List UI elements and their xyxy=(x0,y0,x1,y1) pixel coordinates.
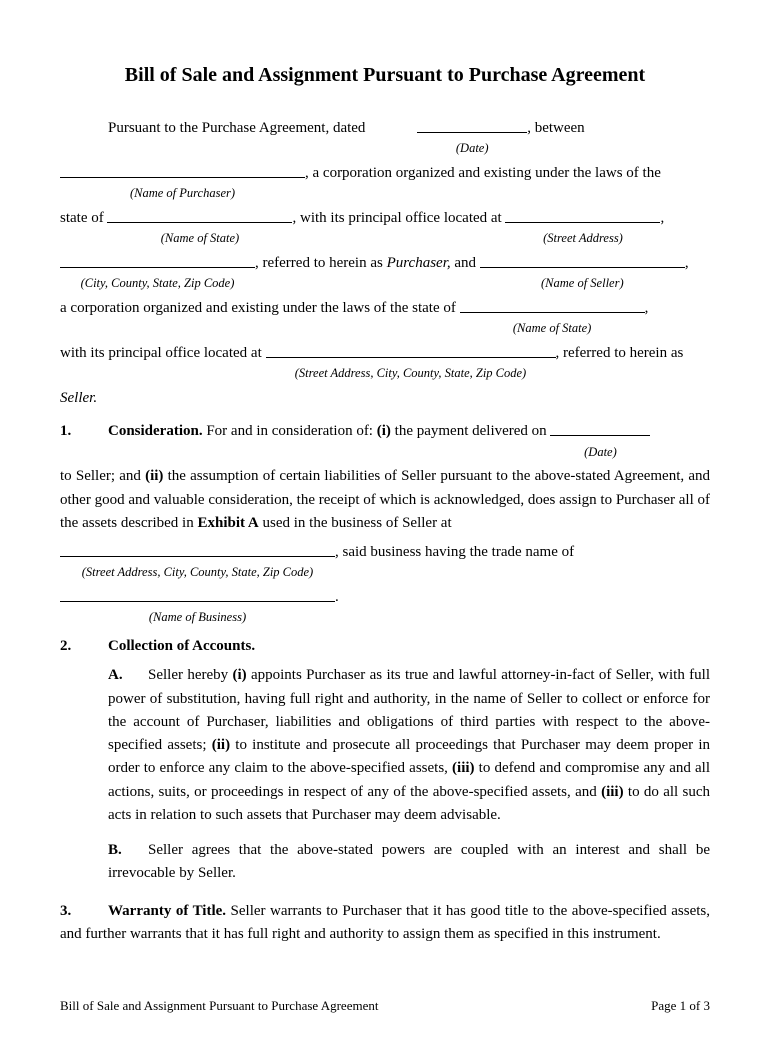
document-page: Bill of Sale and Assignment Pursuant to … xyxy=(0,0,770,1046)
blank-date[interactable]: (Date) xyxy=(369,117,527,156)
section-2-a: A.Seller hereby (i) appoints Purchaser a… xyxy=(108,664,710,827)
intro-line-1: Pursuant to the Purchase Agreement, date… xyxy=(60,117,710,156)
section-number: 2. xyxy=(60,635,108,658)
text: the payment delivered on xyxy=(391,423,551,439)
text: Seller hereby (i) appoints Purchaser as … xyxy=(108,667,710,823)
section-2: 2.Collection of Accounts. xyxy=(60,635,710,658)
blank-street[interactable]: (Street Address) xyxy=(505,207,660,246)
blank-addr-2[interactable]: (Street Address, City, County, State, Zi… xyxy=(266,342,556,381)
text: used in the business of Seller at xyxy=(259,515,452,531)
sub-label: B. xyxy=(108,839,148,862)
section-3: 3.Warranty of Title. Seller warrants to … xyxy=(60,900,710,947)
text: , referred to herein as xyxy=(255,255,387,271)
section-1-body: to Seller; and (ii) the assumption of ce… xyxy=(60,465,710,535)
text: Seller agrees that the above-stated powe… xyxy=(108,842,710,881)
section-heading: Collection of Accounts. xyxy=(108,638,255,654)
text: and xyxy=(451,255,480,271)
section-heading: Warranty of Title. xyxy=(108,903,226,919)
intro-line-2: (Name of Purchaser), a corporation organ… xyxy=(60,162,710,201)
section-number: 1. xyxy=(60,420,108,443)
sub-label: A. xyxy=(108,664,148,687)
blank-seller[interactable]: (Name of Seller) xyxy=(480,252,685,291)
section-1-biz: (Name of Business). xyxy=(60,586,710,625)
section-heading: Consideration. xyxy=(108,423,203,439)
text: with its principal office located at xyxy=(60,345,266,361)
document-title: Bill of Sale and Assignment Pursuant to … xyxy=(60,60,710,91)
blank-purchaser[interactable]: (Name of Purchaser) xyxy=(60,162,305,201)
page-footer: Bill of Sale and Assignment Pursuant to … xyxy=(60,996,710,1016)
section-1: 1.Consideration. For and in consideratio… xyxy=(60,420,710,459)
text: to Seller; and xyxy=(60,468,145,484)
text: Pursuant to the Purchase Agreement, date… xyxy=(108,120,369,136)
intro-line-5: a corporation organized and existing und… xyxy=(60,297,710,336)
text: state of xyxy=(60,210,107,226)
intro-line-7: Seller. xyxy=(60,387,710,410)
exhibit-ref: Exhibit A xyxy=(197,515,258,531)
footer-page: Page 1 of 3 xyxy=(651,996,710,1016)
seller-term: Seller. xyxy=(60,390,97,406)
text: a corporation organized and existing und… xyxy=(60,300,460,316)
blank-state-2[interactable]: (Name of State) xyxy=(460,297,645,336)
blank-state[interactable]: (Name of State) xyxy=(107,207,292,246)
text: , with its principal office located at xyxy=(292,210,505,226)
text: For and in consideration of: xyxy=(203,423,377,439)
intro-line-4: (City, County, State, Zip Code), referre… xyxy=(60,252,710,291)
intro-line-6: with its principal office located at (St… xyxy=(60,342,710,381)
footer-title: Bill of Sale and Assignment Pursuant to … xyxy=(60,996,378,1016)
blank-addr-3[interactable]: (Street Address, City, County, State, Zi… xyxy=(60,541,335,580)
roman: (ii) xyxy=(145,468,163,484)
roman: (i) xyxy=(377,423,391,439)
blank-city[interactable]: (City, County, State, Zip Code) xyxy=(60,252,255,291)
text: , referred to herein as xyxy=(556,345,684,361)
section-2-b: B.Seller agrees that the above-stated po… xyxy=(108,839,710,886)
section-1-addr: (Street Address, City, County, State, Zi… xyxy=(60,541,710,580)
text: , said business having the trade name of xyxy=(335,544,574,560)
text: , a corporation organized and existing u… xyxy=(305,165,661,181)
purchaser-term: Purchaser, xyxy=(387,255,451,271)
blank-business[interactable]: (Name of Business) xyxy=(60,586,335,625)
blank-date-2[interactable]: (Date) xyxy=(550,420,650,459)
section-number: 3. xyxy=(60,900,108,923)
text: , between xyxy=(527,120,584,136)
intro-line-3: state of (Name of State), with its princ… xyxy=(60,207,710,246)
